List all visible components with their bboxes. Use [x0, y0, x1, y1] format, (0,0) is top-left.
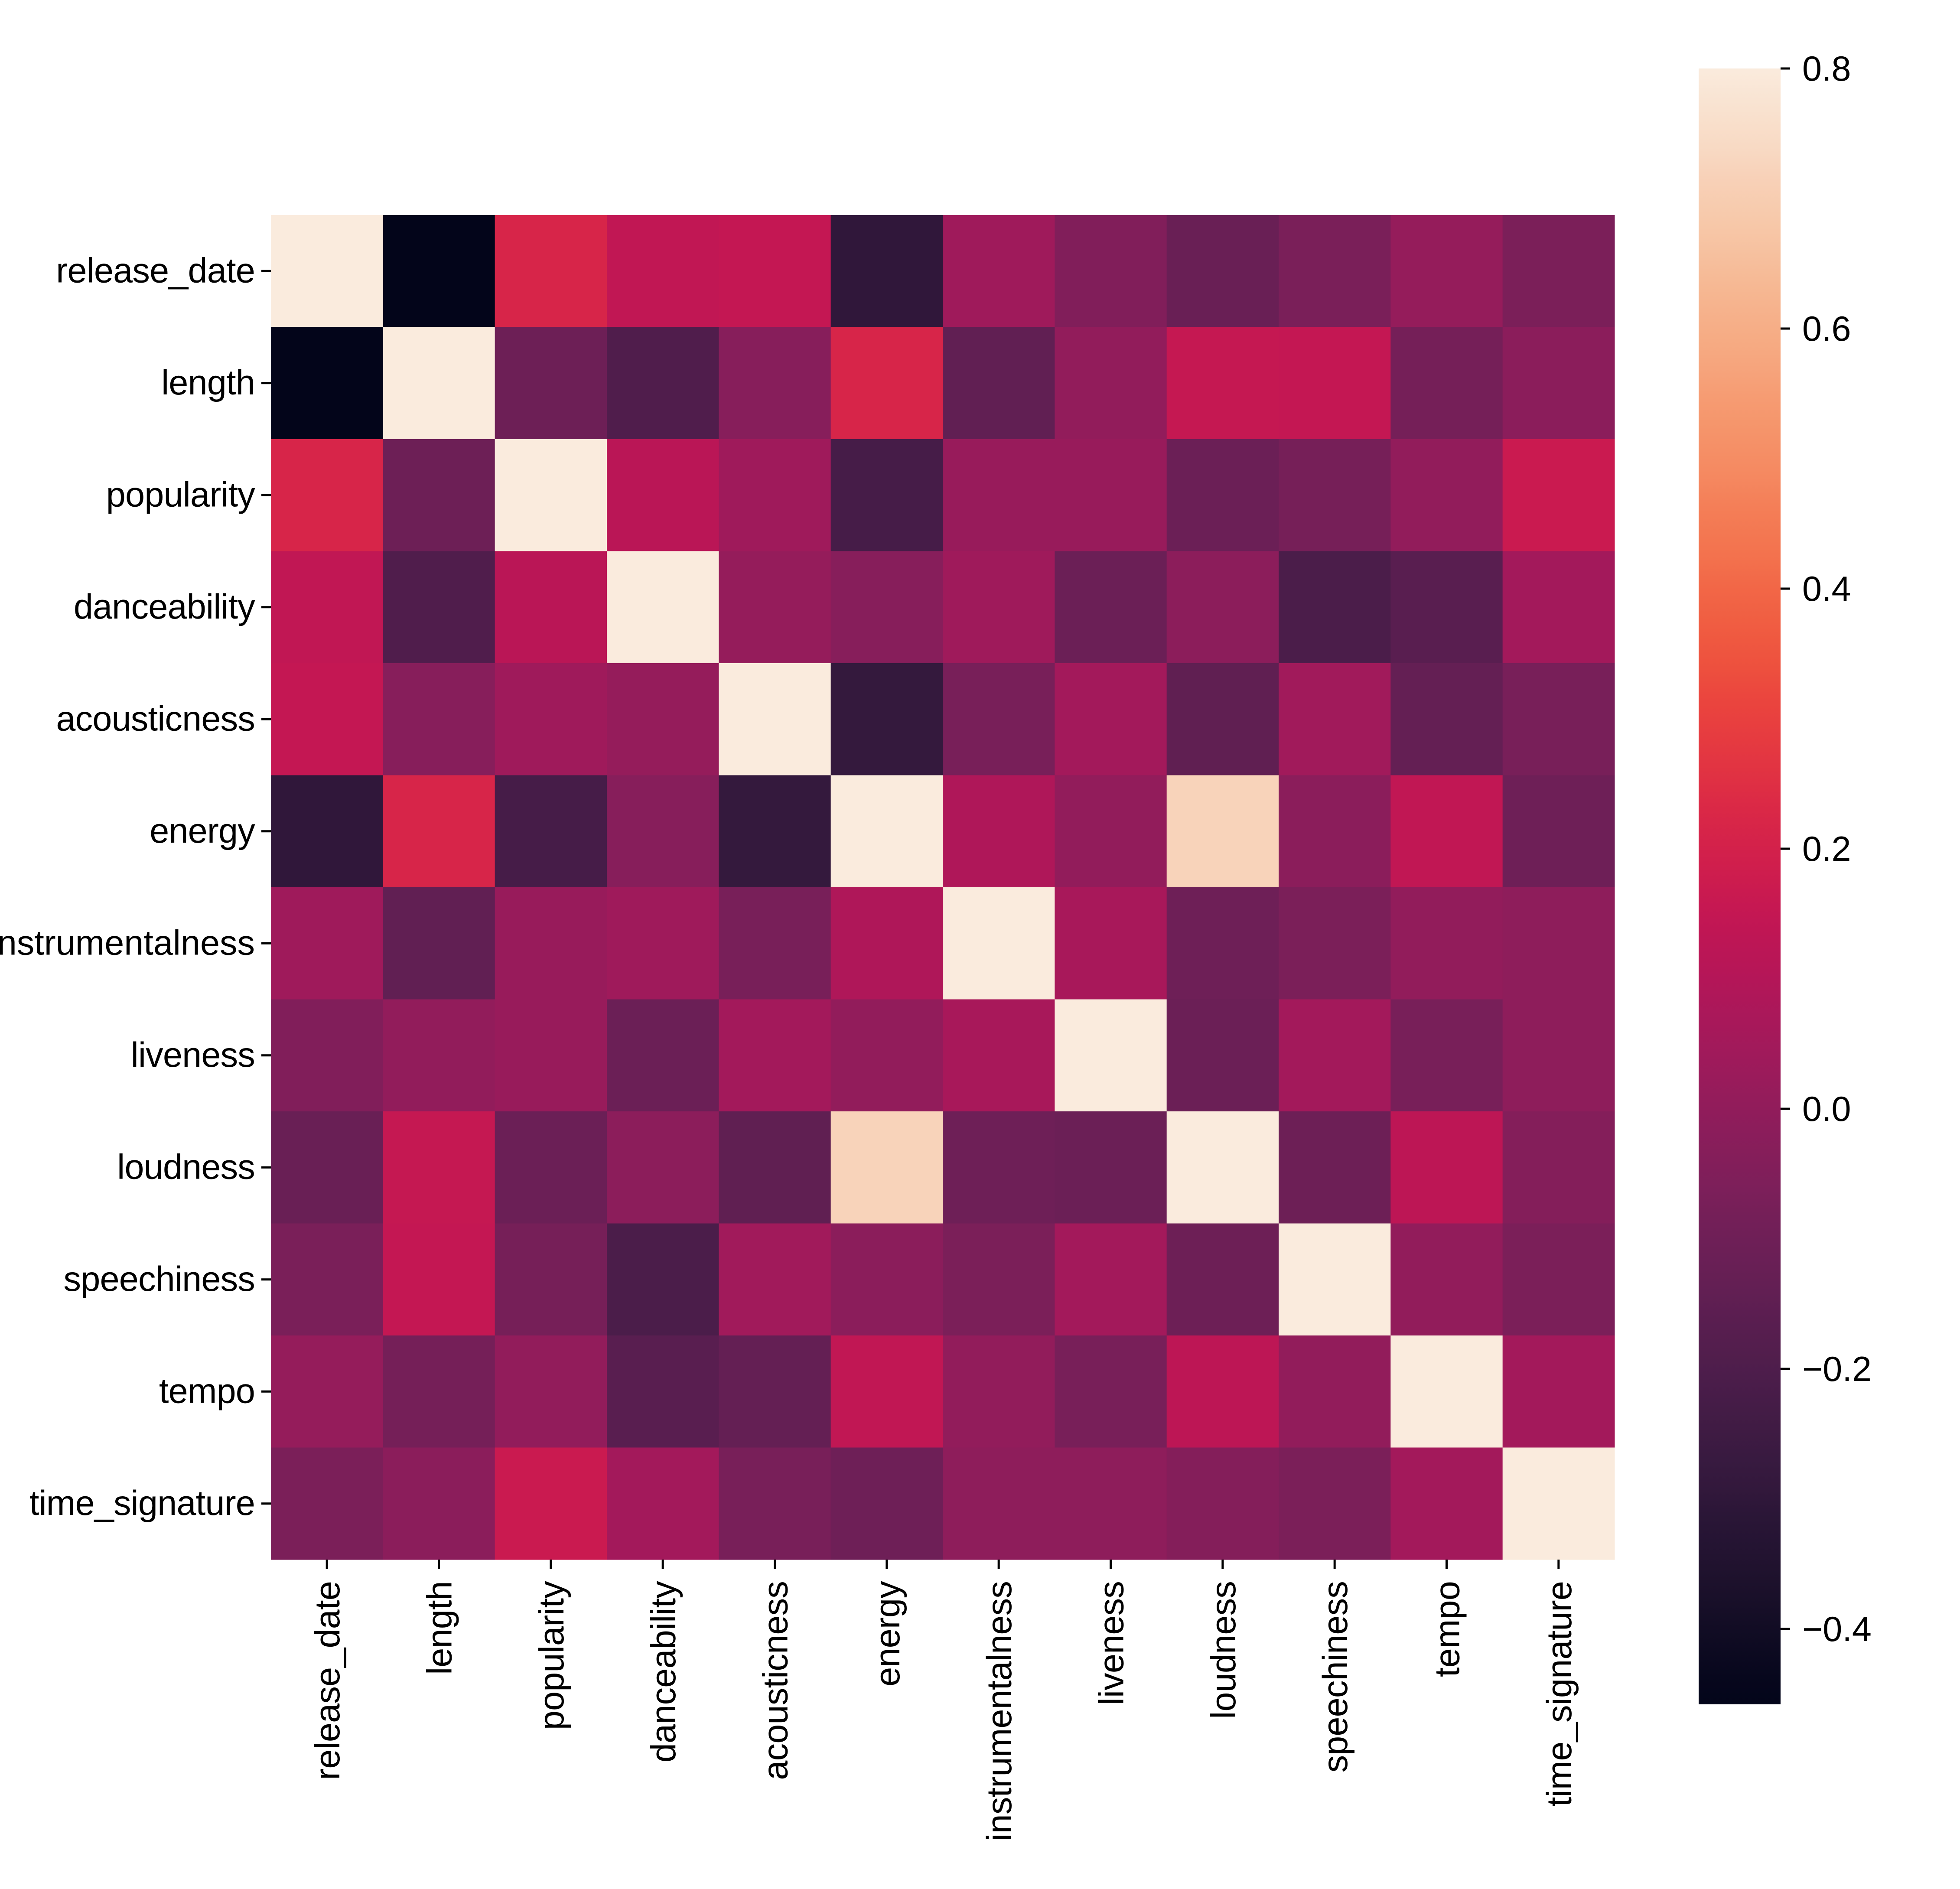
svg-text:acousticness: acousticness — [56, 699, 255, 738]
svg-text:0.2: 0.2 — [1802, 830, 1851, 869]
svg-text:popularity: popularity — [106, 475, 256, 514]
svg-text:instrumentalness: instrumentalness — [980, 1581, 1019, 1841]
svg-text:liveness: liveness — [131, 1036, 255, 1075]
svg-text:instrumentalness: instrumentalness — [0, 923, 255, 962]
svg-text:−0.2: −0.2 — [1802, 1350, 1872, 1389]
svg-text:length: length — [420, 1581, 459, 1675]
svg-text:danceability: danceability — [74, 587, 255, 626]
svg-text:tempo: tempo — [159, 1371, 255, 1410]
svg-text:tempo: tempo — [1428, 1581, 1467, 1677]
svg-text:release_date: release_date — [56, 251, 255, 290]
svg-text:−0.4: −0.4 — [1802, 1610, 1872, 1649]
svg-text:length: length — [161, 363, 255, 402]
svg-text:release_date: release_date — [308, 1581, 347, 1780]
svg-text:liveness: liveness — [1092, 1581, 1131, 1705]
svg-text:0.6: 0.6 — [1802, 309, 1851, 348]
svg-text:loudness: loudness — [1204, 1581, 1243, 1719]
svg-text:popularity: popularity — [532, 1581, 571, 1730]
svg-text:0.0: 0.0 — [1802, 1090, 1851, 1129]
svg-text:danceability: danceability — [644, 1581, 683, 1762]
svg-text:time_signature: time_signature — [1540, 1581, 1579, 1807]
svg-text:loudness: loudness — [117, 1147, 255, 1186]
svg-text:speechiness: speechiness — [64, 1260, 255, 1299]
svg-text:time_signature: time_signature — [29, 1484, 255, 1523]
svg-text:energy: energy — [150, 811, 255, 850]
svg-text:0.8: 0.8 — [1802, 49, 1851, 88]
svg-text:speechiness: speechiness — [1316, 1581, 1355, 1773]
svg-text:0.4: 0.4 — [1802, 570, 1851, 609]
svg-text:acousticness: acousticness — [756, 1581, 795, 1780]
svg-text:energy: energy — [868, 1581, 907, 1687]
